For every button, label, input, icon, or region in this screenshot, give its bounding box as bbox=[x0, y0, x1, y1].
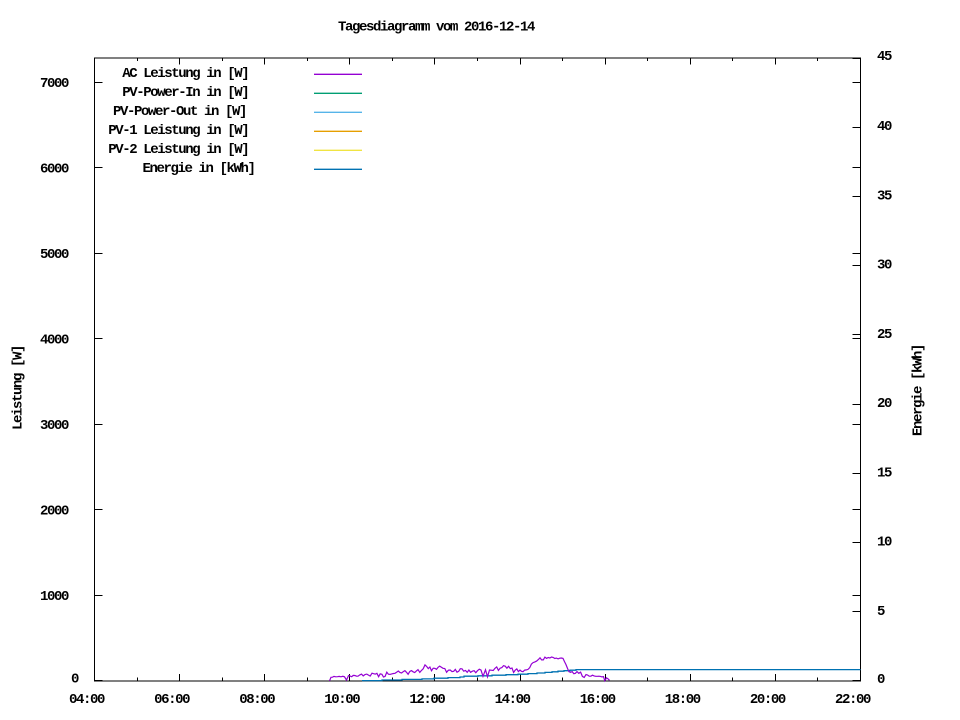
svg-text:14:00: 14:00 bbox=[495, 692, 531, 708]
svg-text:5000: 5000 bbox=[40, 247, 69, 263]
svg-text:15: 15 bbox=[877, 465, 892, 481]
svg-text:45: 45 bbox=[877, 49, 892, 65]
svg-text:4000: 4000 bbox=[40, 332, 69, 348]
svg-text:6000: 6000 bbox=[40, 161, 69, 177]
svg-text:12:00: 12:00 bbox=[409, 692, 445, 708]
svg-text:20: 20 bbox=[877, 396, 892, 412]
svg-text:Tagesdiagramm vom 2016-12-14: Tagesdiagramm vom 2016-12-14 bbox=[338, 20, 535, 36]
svg-text:PV-1 Leistung in [W]: PV-1 Leistung in [W] bbox=[108, 123, 248, 139]
svg-text:30: 30 bbox=[877, 258, 892, 274]
svg-text:04:00: 04:00 bbox=[69, 692, 105, 708]
svg-text:0: 0 bbox=[877, 672, 885, 688]
svg-text:PV-Power-Out in [W]: PV-Power-Out in [W] bbox=[113, 104, 246, 120]
svg-text:06:00: 06:00 bbox=[154, 692, 190, 708]
svg-text:Energie [kWh]: Energie [kWh] bbox=[911, 345, 927, 436]
svg-text:20:00: 20:00 bbox=[750, 692, 786, 708]
svg-text:0: 0 bbox=[71, 672, 79, 688]
svg-text:25: 25 bbox=[877, 327, 892, 343]
svg-text:Energie in [kWh]: Energie in [kWh] bbox=[142, 161, 254, 177]
svg-text:5: 5 bbox=[877, 604, 885, 620]
svg-text:7000: 7000 bbox=[40, 76, 69, 92]
svg-text:18:00: 18:00 bbox=[665, 692, 701, 708]
svg-text:40: 40 bbox=[877, 119, 892, 135]
svg-text:Leistung [W]: Leistung [W] bbox=[11, 346, 27, 430]
svg-text:10:00: 10:00 bbox=[324, 692, 360, 708]
svg-text:22:00: 22:00 bbox=[835, 692, 871, 708]
svg-text:35: 35 bbox=[877, 188, 892, 204]
svg-text:08:00: 08:00 bbox=[239, 692, 275, 708]
svg-text:3000: 3000 bbox=[40, 418, 69, 434]
svg-text:2000: 2000 bbox=[40, 503, 69, 519]
svg-text:PV-2 Leistung in [W]: PV-2 Leistung in [W] bbox=[108, 142, 248, 158]
svg-text:PV-Power-In in [W]: PV-Power-In in [W] bbox=[122, 85, 248, 101]
svg-text:16:00: 16:00 bbox=[580, 692, 616, 708]
svg-text:AC Leistung in [W]: AC Leistung in [W] bbox=[122, 66, 248, 82]
svg-text:10: 10 bbox=[877, 535, 892, 551]
svg-text:1000: 1000 bbox=[40, 589, 69, 605]
